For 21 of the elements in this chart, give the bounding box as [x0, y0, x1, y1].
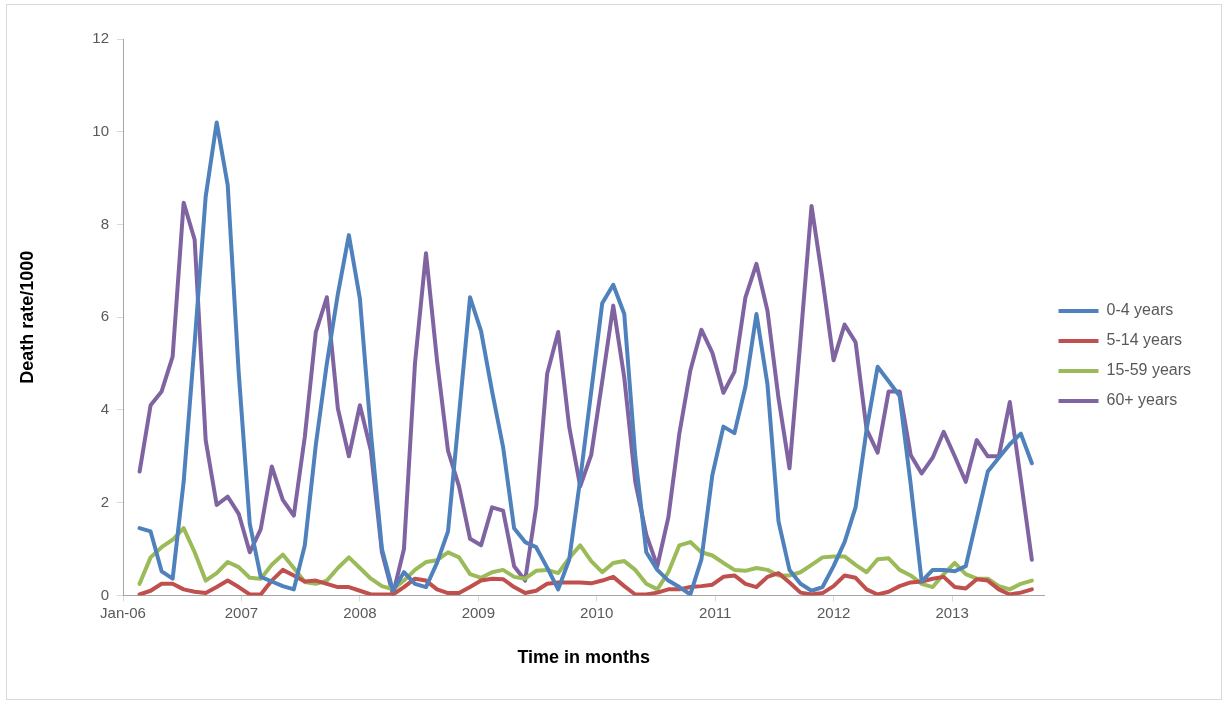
- legend-label: 15-59 years: [1106, 361, 1192, 379]
- x-tick-label: 2011: [699, 603, 732, 621]
- x-tick-label: 2012: [816, 603, 851, 621]
- y-axis-title: Death rate/1000: [16, 250, 37, 384]
- x-tick-label: 2010: [580, 603, 614, 621]
- y-tick-label: 12: [92, 29, 109, 47]
- legend-label: 0-4 years: [1106, 301, 1174, 319]
- y-tick-label: 8: [100, 214, 109, 232]
- x-tick-label: Jan-06: [100, 603, 146, 621]
- x-tick-label: 2008: [343, 603, 377, 621]
- y-tick-label: 4: [100, 400, 109, 418]
- legend-label: 60+ years: [1106, 391, 1178, 409]
- y-tick-label: 2: [100, 492, 109, 510]
- x-tick-label: 2009: [461, 603, 496, 621]
- y-tick-label: 6: [100, 307, 109, 325]
- y-tick-label: 10: [92, 121, 109, 139]
- x-axis-title: Time in months: [517, 647, 651, 668]
- x-tick-label: 2013: [935, 603, 969, 621]
- x-tick-label: 2007: [224, 603, 259, 621]
- legend-label: 5-14 years: [1106, 331, 1183, 349]
- y-tick-label: 0: [100, 585, 109, 603]
